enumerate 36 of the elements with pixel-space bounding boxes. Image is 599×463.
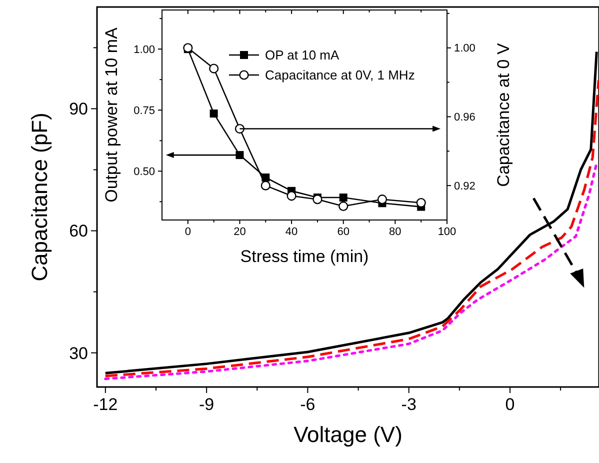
y-tick-label: 30 (69, 344, 88, 363)
x-tick-label: -9 (199, 395, 214, 414)
point (377, 194, 388, 204)
point (338, 201, 348, 212)
y-tick-label: 1.00 (134, 44, 155, 56)
point (286, 191, 296, 201)
y2-tick-label: 1.00 (454, 42, 476, 55)
x-axis-title: Stress time (min) (240, 247, 369, 266)
x-tick-label: -12 (93, 395, 118, 414)
x-tick-label: 80 (389, 226, 402, 238)
y2-tick-label: 0.96 (454, 112, 476, 124)
point (416, 198, 426, 208)
point (210, 110, 218, 118)
y-tick-label: 0.75 (134, 104, 155, 117)
x-tick-label: 20 (234, 226, 246, 238)
legend-label: Capacitance at 0V, 1 MHz (265, 68, 415, 83)
x-tick-label: 60 (337, 226, 350, 238)
y-tick-label: 0.50 (134, 166, 155, 178)
x-tick-label: -6 (300, 395, 316, 414)
point (236, 151, 244, 160)
x-tick-label: 100 (438, 226, 456, 238)
x-axis-title: Voltage (V) (294, 422, 402, 447)
point (209, 64, 219, 74)
y2-tick-label: 0.92 (454, 180, 476, 192)
y-axis-title: Capacitance (pF) (27, 112, 52, 282)
y-axis-title: Output power at 10 mA (102, 26, 121, 202)
x-tick-label: 0 (184, 226, 191, 238)
point (260, 180, 270, 190)
point (312, 194, 322, 204)
y-tick-label: 90 (69, 100, 88, 119)
legend-label: OP at 10 mA (265, 48, 340, 63)
x-tick-label: 0 (505, 395, 515, 414)
y2-axis-title: Capacitance at 0 V (494, 42, 513, 187)
x-tick-label: 40 (285, 226, 298, 238)
point (339, 194, 348, 202)
x-tick-label: -3 (401, 395, 416, 414)
